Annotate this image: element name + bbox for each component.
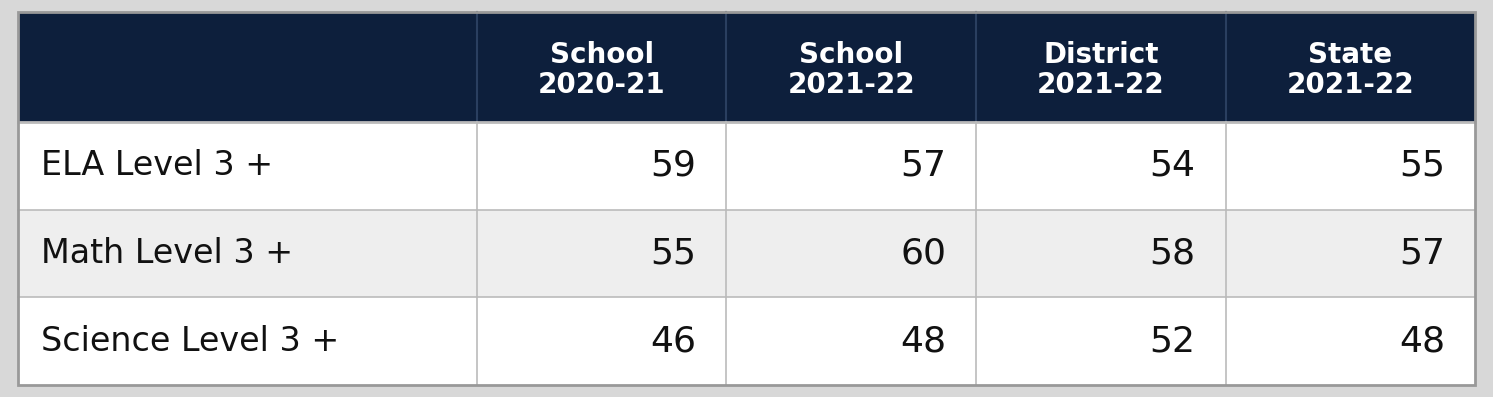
Bar [976, 122, 1226, 210]
Bar [727, 297, 976, 385]
Text: 48: 48 [900, 324, 947, 358]
Text: School: School [549, 41, 654, 69]
Text: School: School [799, 41, 903, 69]
Bar [1226, 297, 1475, 385]
Bar [18, 210, 476, 297]
Bar [18, 122, 476, 210]
Text: 2021-22: 2021-22 [787, 71, 915, 98]
Text: 57: 57 [900, 149, 947, 183]
Bar [1226, 122, 1475, 210]
Text: 52: 52 [1150, 324, 1196, 358]
Text: State: State [1308, 41, 1393, 69]
Bar [1226, 12, 1475, 122]
Bar [976, 210, 1226, 297]
Bar [1226, 210, 1475, 297]
Text: 59: 59 [651, 149, 697, 183]
Text: 2020-21: 2020-21 [537, 71, 666, 98]
Text: 55: 55 [651, 237, 697, 270]
Text: 54: 54 [1150, 149, 1196, 183]
Text: Science Level 3 +: Science Level 3 + [40, 325, 339, 358]
Text: 46: 46 [651, 324, 697, 358]
Text: District: District [1044, 41, 1159, 69]
Bar [476, 297, 727, 385]
Text: 58: 58 [1150, 237, 1196, 270]
Bar [18, 297, 476, 385]
Bar [976, 297, 1226, 385]
Text: 57: 57 [1399, 237, 1445, 270]
Bar [727, 12, 976, 122]
Bar [18, 12, 476, 122]
Text: 48: 48 [1399, 324, 1445, 358]
Bar [476, 122, 727, 210]
Text: 2021-22: 2021-22 [1287, 71, 1414, 98]
Text: ELA Level 3 +: ELA Level 3 + [40, 149, 273, 182]
Bar [476, 12, 727, 122]
Bar [727, 122, 976, 210]
Bar [976, 12, 1226, 122]
Bar [727, 210, 976, 297]
Bar [476, 210, 727, 297]
Text: 60: 60 [900, 237, 947, 270]
Text: Math Level 3 +: Math Level 3 + [40, 237, 293, 270]
Text: 2021-22: 2021-22 [1038, 71, 1165, 98]
Text: 55: 55 [1399, 149, 1445, 183]
